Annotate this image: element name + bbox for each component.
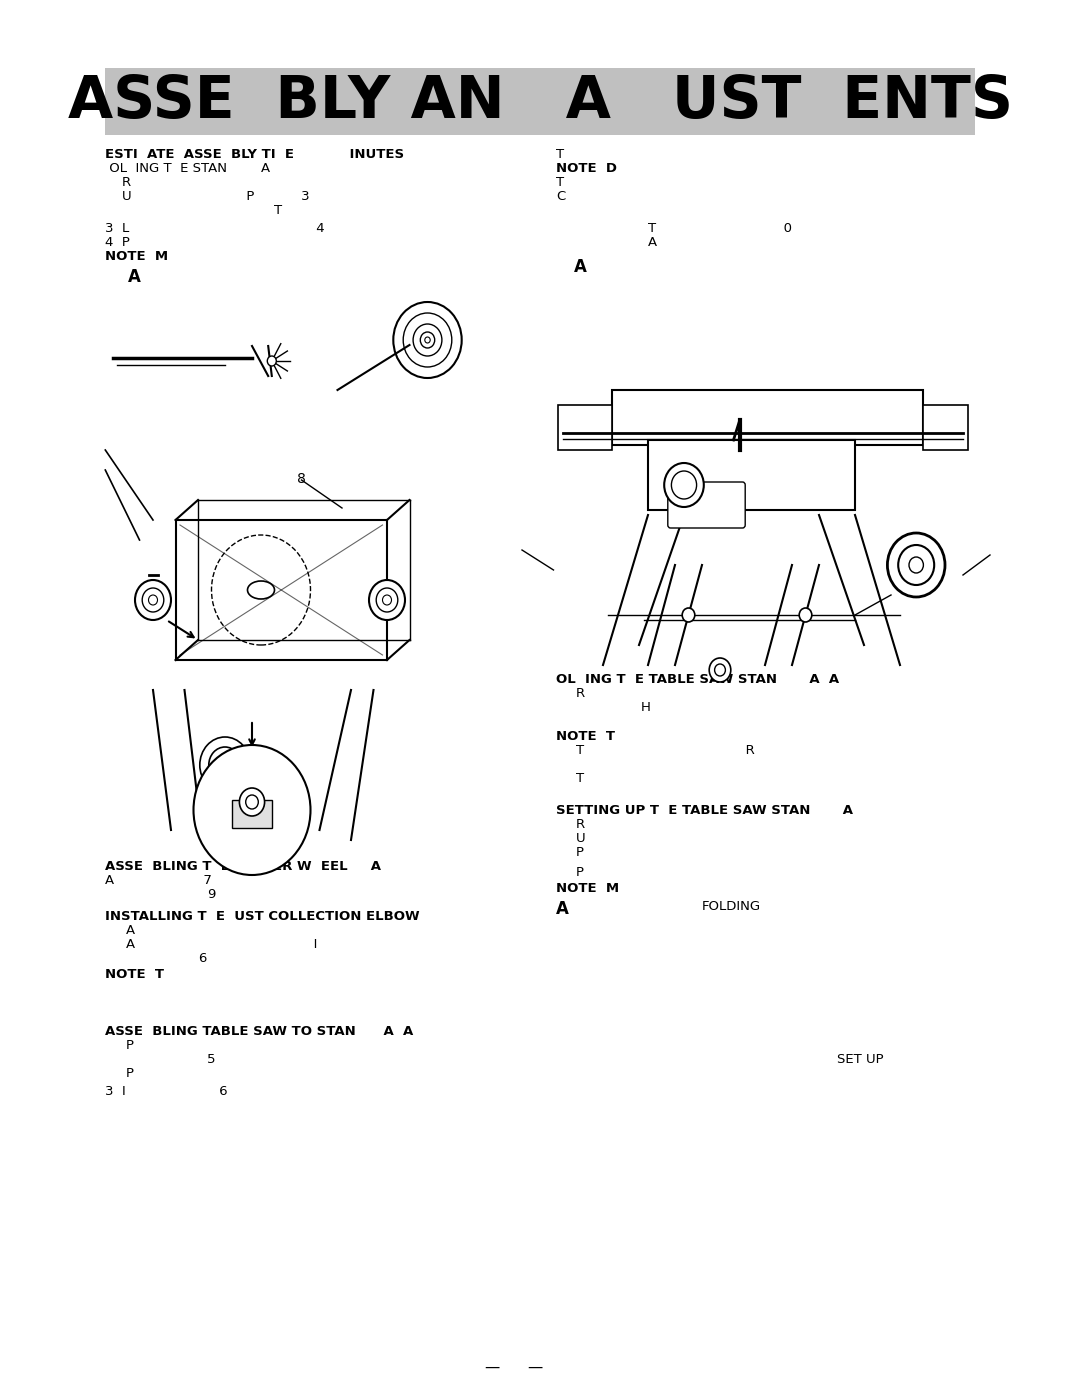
Circle shape [376, 588, 397, 612]
Text: ASSE  BLING TABLE SAW TO STAN      A  A: ASSE BLING TABLE SAW TO STAN A A [106, 1025, 414, 1038]
FancyBboxPatch shape [648, 440, 855, 510]
Text: R: R [121, 176, 131, 189]
Circle shape [414, 324, 442, 356]
Text: SET UP: SET UP [837, 1053, 883, 1066]
Circle shape [424, 337, 430, 344]
Circle shape [135, 580, 171, 620]
Text: A: A [556, 900, 569, 918]
Text: T                              0: T 0 [648, 222, 792, 235]
Text: R: R [576, 687, 585, 700]
Text: U                           P           3: U P 3 [121, 190, 309, 203]
Text: P: P [576, 847, 584, 859]
FancyBboxPatch shape [558, 405, 612, 450]
Circle shape [268, 356, 276, 366]
Circle shape [420, 332, 435, 348]
Text: —: — [485, 1361, 500, 1375]
Text: 3  I                      6: 3 I 6 [106, 1085, 228, 1098]
Circle shape [240, 788, 265, 816]
Text: NOTE  M: NOTE M [556, 882, 619, 895]
Text: U: U [576, 833, 585, 845]
Circle shape [246, 795, 258, 809]
FancyBboxPatch shape [922, 405, 968, 450]
Circle shape [799, 608, 812, 622]
Bar [106, 68, 975, 136]
Circle shape [899, 545, 934, 585]
Text: P: P [126, 1067, 134, 1080]
Text: R: R [576, 819, 585, 831]
Circle shape [672, 471, 697, 499]
Text: 5: 5 [207, 1053, 216, 1066]
Text: T: T [576, 773, 584, 785]
Circle shape [909, 557, 923, 573]
Circle shape [393, 302, 462, 379]
Text: NOTE  M: NOTE M [106, 250, 168, 263]
Text: ASSE  BLING T  E ROLLER W  EEL     A: ASSE BLING T E ROLLER W EEL A [106, 861, 381, 873]
Text: H: H [640, 701, 650, 714]
Text: 4  P: 4 P [106, 236, 131, 249]
Text: 3  L                                            4: 3 L 4 [106, 222, 325, 235]
Circle shape [200, 738, 251, 793]
Text: OL  ING T  E STAN        A: OL ING T E STAN A [106, 162, 270, 175]
Text: OL  ING T  E TABLE SAW STAN       A  A: OL ING T E TABLE SAW STAN A A [556, 673, 839, 686]
Circle shape [888, 534, 945, 597]
FancyBboxPatch shape [612, 390, 922, 446]
Circle shape [403, 313, 451, 367]
Text: T: T [556, 176, 565, 189]
Circle shape [369, 580, 405, 620]
Circle shape [143, 588, 164, 612]
Text: 8: 8 [297, 472, 306, 486]
Text: 6: 6 [198, 951, 206, 965]
Text: A                     7: A 7 [106, 875, 212, 887]
Text: A: A [126, 923, 135, 937]
Circle shape [715, 664, 726, 676]
Text: FOLDING: FOLDING [702, 900, 761, 914]
Circle shape [664, 462, 704, 507]
Text: P: P [576, 866, 584, 879]
Text: SETTING UP T  E TABLE SAW STAN       A: SETTING UP T E TABLE SAW STAN A [556, 805, 853, 817]
Text: T                                      R: T R [576, 745, 755, 757]
Text: T: T [556, 148, 565, 161]
Text: A: A [575, 258, 588, 277]
Circle shape [382, 595, 391, 605]
Text: A: A [648, 236, 657, 249]
Text: 9: 9 [207, 888, 215, 901]
Circle shape [683, 608, 694, 622]
Text: A: A [127, 268, 140, 286]
Text: A                                          I: A I [126, 937, 318, 951]
Text: NOTE  T: NOTE T [106, 968, 164, 981]
Text: ASSE  BLY AN   A   UST  ENTS: ASSE BLY AN A UST ENTS [67, 73, 1013, 130]
Text: ESTI  ATE  ASSE  BLY TI  E            INUTES: ESTI ATE ASSE BLY TI E INUTES [106, 148, 404, 161]
Text: —: — [527, 1361, 542, 1375]
Circle shape [149, 595, 158, 605]
Text: C: C [556, 190, 566, 203]
Circle shape [208, 747, 241, 782]
Circle shape [193, 745, 311, 875]
Text: NOTE  D: NOTE D [556, 162, 617, 175]
Circle shape [217, 756, 233, 774]
Text: P: P [126, 1039, 134, 1052]
Text: NOTE  T: NOTE T [556, 731, 616, 743]
FancyBboxPatch shape [667, 482, 745, 528]
Circle shape [710, 658, 731, 682]
Text: T: T [274, 204, 283, 217]
Text: INSTALLING T  E  UST COLLECTION ELBOW: INSTALLING T E UST COLLECTION ELBOW [106, 909, 420, 923]
Ellipse shape [247, 581, 274, 599]
FancyBboxPatch shape [232, 800, 272, 828]
